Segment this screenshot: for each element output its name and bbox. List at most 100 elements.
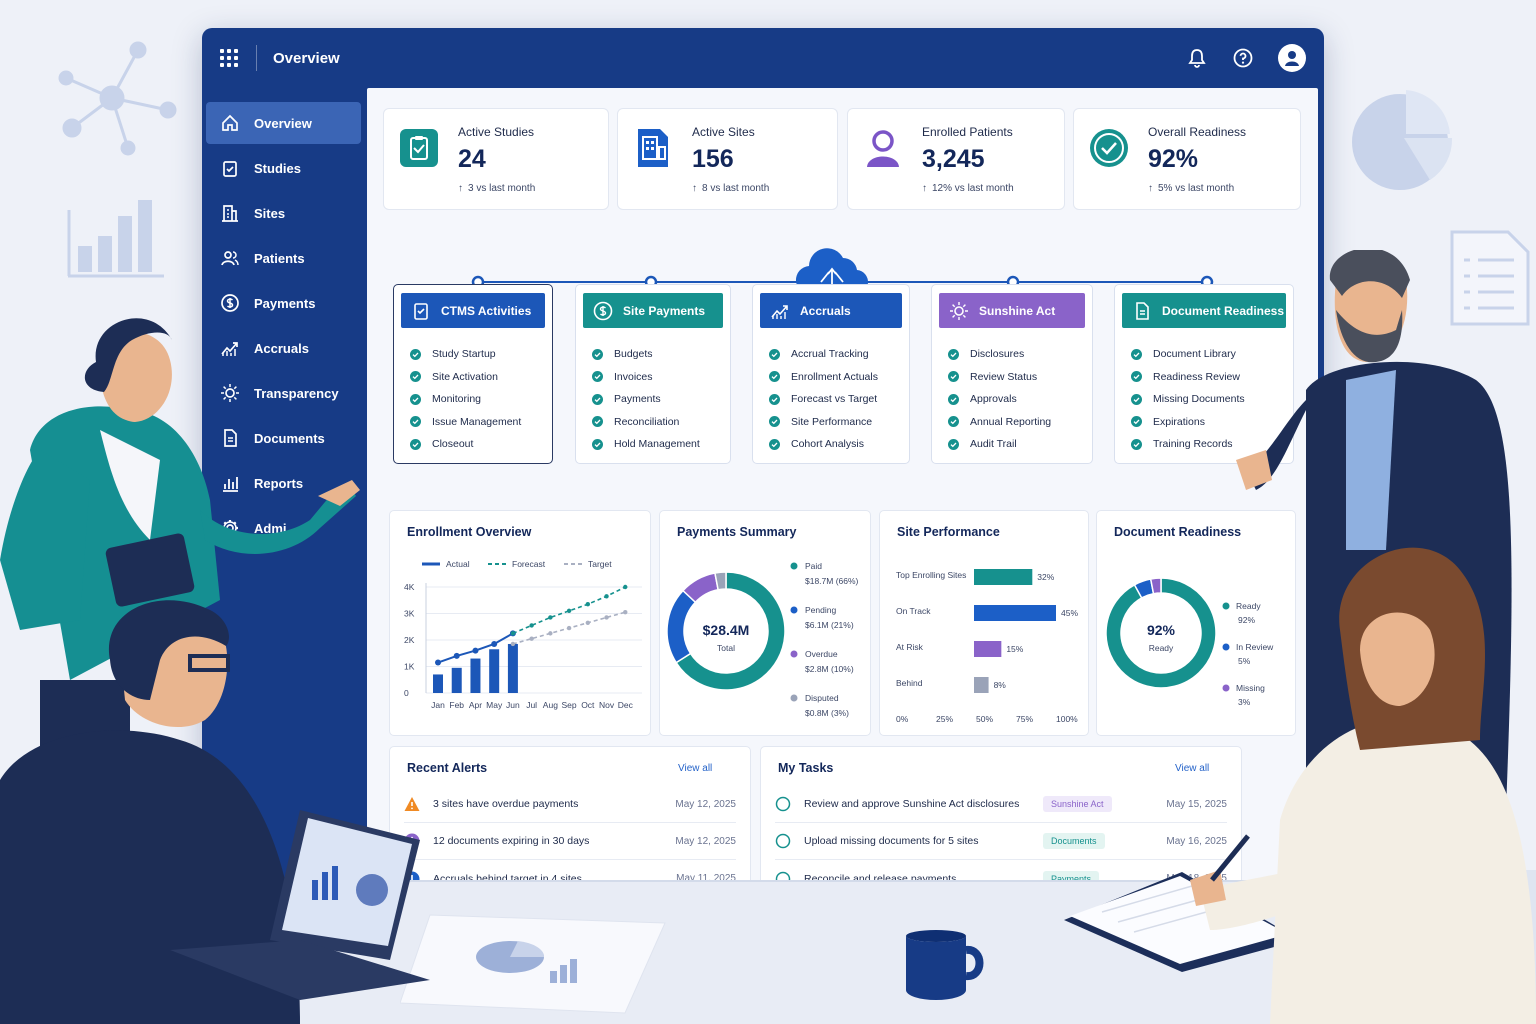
module-header[interactable]: Document Readiness xyxy=(1122,293,1286,328)
module-list-item[interactable]: Training Records xyxy=(1131,433,1245,456)
alert-row[interactable]: 3 sites have overdue payments May 12, 202… xyxy=(404,786,736,823)
task-row[interactable]: Review and approve Sunshine Act disclosu… xyxy=(775,786,1227,823)
module-list-item[interactable]: Closeout xyxy=(410,433,521,456)
my-tasks-title: My Tasks xyxy=(778,761,834,775)
module-list-item[interactable]: Accrual Tracking xyxy=(769,343,878,366)
module-list-item[interactable]: Hold Management xyxy=(592,433,700,456)
module-card-site-payments[interactable]: Site Payments Budgets Invoices Payments Reco… xyxy=(575,284,731,464)
x-tick-label: Jan xyxy=(431,700,445,710)
sidebar-item-payments[interactable]: Payments xyxy=(206,282,361,324)
user-avatar[interactable] xyxy=(1278,44,1306,72)
topbar-divider xyxy=(256,45,257,71)
sidebar-item-accruals[interactable]: Accruals xyxy=(206,327,361,369)
bell-icon[interactable] xyxy=(1186,47,1208,69)
recent-alerts-panel: Recent Alerts View all 3 sites have over… xyxy=(389,746,751,880)
module-list-item[interactable]: Invoices xyxy=(592,366,700,389)
module-list: Study Startup Site Activation Monitoring Is… xyxy=(410,343,521,456)
task-checkbox[interactable] xyxy=(775,871,791,880)
kpi-card-overall-readiness[interactable]: Overall Readiness 92% ↑ 5% vs last month xyxy=(1073,108,1301,210)
sidebar-item-transparency[interactable]: Transparency xyxy=(206,372,361,414)
module-card-document-readiness[interactable]: Document Readiness Document Library Readin… xyxy=(1114,284,1294,464)
sidebar-item-sites[interactable]: Sites xyxy=(206,192,361,234)
module-list-item[interactable]: Annual Reporting xyxy=(948,411,1051,434)
module-list-item[interactable]: Forecast vs Target xyxy=(769,388,878,411)
module-list-item[interactable]: Review Status xyxy=(948,366,1051,389)
legend-amount-overdue: $2.8M (10%) xyxy=(805,664,854,674)
module-list-item[interactable]: Payments xyxy=(592,388,700,411)
module-list-item[interactable]: Cohort Analysis xyxy=(769,433,878,456)
module-list-item[interactable]: Readiness Review xyxy=(1131,366,1245,389)
sidebar-item-overview[interactable]: Overview xyxy=(206,102,361,144)
module-list-item[interactable]: Budgets xyxy=(592,343,700,366)
module-list-item[interactable]: Monitoring xyxy=(410,388,521,411)
module-card-ctms-activities[interactable]: CTMS Activities Study Startup Site Activat… xyxy=(393,284,553,464)
recent-alerts-title: Recent Alerts xyxy=(407,761,488,775)
task-tag: Documents xyxy=(1043,833,1105,849)
task-row[interactable]: Reconcile and release payments Payments Ma… xyxy=(775,860,1227,880)
payments-panel: Payments Summary $28.4M Total Paid $18.7M (… xyxy=(659,510,871,736)
task-text: Reconcile and release payments xyxy=(804,872,957,881)
tasks-view-all-link[interactable]: View all xyxy=(1175,763,1210,774)
point-target xyxy=(585,620,591,625)
kpi-card-active-sites[interactable]: Active Sites 156 ↑ 8 vs last month xyxy=(617,108,838,210)
sidebar-item-label: Admi xyxy=(254,520,287,536)
module-list-item[interactable]: Missing Documents xyxy=(1131,388,1245,411)
module-title: Sunshine Act xyxy=(979,303,1056,318)
sidebar-item-label: Payments xyxy=(254,295,316,311)
module-list-item[interactable]: Study Startup xyxy=(410,343,521,366)
kpi-card-active-studies[interactable]: Active Studies 24 ↑ 3 vs last month xyxy=(383,108,609,210)
task-checkbox[interactable] xyxy=(775,796,791,812)
check-circle-icon xyxy=(769,371,780,383)
kpi-card-enrolled-patients[interactable]: Enrolled Patients 3,245 ↑ 12% vs last mon… xyxy=(847,108,1065,210)
app-launcher-icon[interactable] xyxy=(220,49,238,67)
check-circle-icon xyxy=(592,348,603,360)
alerts-view-all-link[interactable]: View all xyxy=(678,763,713,774)
sidebar-item-studies[interactable]: Studies xyxy=(206,147,361,189)
module-header[interactable]: Sunshine Act xyxy=(939,293,1085,328)
module-title: CTMS Activities xyxy=(441,303,532,318)
legend-amount-disputed: $0.8M (3%) xyxy=(805,708,849,718)
module-card-accruals[interactable]: Accruals Accrual Tracking Enrollment Actua… xyxy=(752,284,910,464)
legend-dot-disputed xyxy=(790,694,798,702)
sidebar-item-label: Patients xyxy=(254,250,305,266)
x-tick-label: May xyxy=(486,700,503,710)
module-list-item[interactable]: Enrollment Actuals xyxy=(769,366,878,389)
x-tick-label: Oct xyxy=(581,700,595,710)
sidebar-item-documents[interactable]: Documents xyxy=(206,417,361,459)
x-tick-label: 50% xyxy=(976,714,993,724)
dollar-circle-icon xyxy=(593,301,613,321)
alert-date: May 12, 2025 xyxy=(675,798,736,810)
help-icon[interactable] xyxy=(1232,47,1254,69)
check-circle-icon xyxy=(592,416,603,428)
sidebar-item-reports[interactable]: Reports xyxy=(206,462,361,504)
pie-chart-decoration-icon xyxy=(1352,90,1453,190)
alert-row[interactable]: 12 documents expiring in 30 days May 12, … xyxy=(404,823,736,860)
bar-actual xyxy=(507,643,518,693)
task-row[interactable]: Upload missing documents for 5 sites Docu… xyxy=(775,823,1227,860)
task-checkbox[interactable] xyxy=(775,833,791,849)
module-header[interactable]: Site Payments xyxy=(583,293,723,328)
alert-row[interactable]: Accruals behind target in 4 sites May 11,… xyxy=(404,860,736,880)
module-list-item[interactable]: Expirations xyxy=(1131,411,1245,434)
module-list-item[interactable]: Audit Trail xyxy=(948,433,1051,456)
module-list-item[interactable]: Issue Management xyxy=(410,411,521,434)
kpi-value: 24 xyxy=(458,145,486,173)
module-list-item[interactable]: Document Library xyxy=(1131,343,1245,366)
module-list-item[interactable]: Site Performance xyxy=(769,411,878,434)
point-forecast xyxy=(566,608,572,614)
clipboard-check-icon xyxy=(398,127,440,169)
top-bar: Overview xyxy=(202,28,1324,88)
document-decoration-icon xyxy=(1450,230,1530,326)
module-header[interactable]: Accruals xyxy=(760,293,902,328)
sidebar-item-patients[interactable]: Patients xyxy=(206,237,361,279)
alert-text: Accruals behind target in 4 sites xyxy=(433,872,582,881)
module-header[interactable]: CTMS Activities xyxy=(401,293,545,328)
module-list-item[interactable]: Reconciliation xyxy=(592,411,700,434)
module-list-item[interactable]: Disclosures xyxy=(948,343,1051,366)
module-list-item[interactable]: Site Activation xyxy=(410,366,521,389)
bar-value-label: 8% xyxy=(994,680,1007,690)
clipboard-check-icon xyxy=(411,301,431,321)
module-card-sunshine-act[interactable]: Sunshine Act Disclosures Review Status Appr… xyxy=(931,284,1093,464)
module-list-item[interactable]: Approvals xyxy=(948,388,1051,411)
check-circle-icon xyxy=(1131,416,1142,428)
